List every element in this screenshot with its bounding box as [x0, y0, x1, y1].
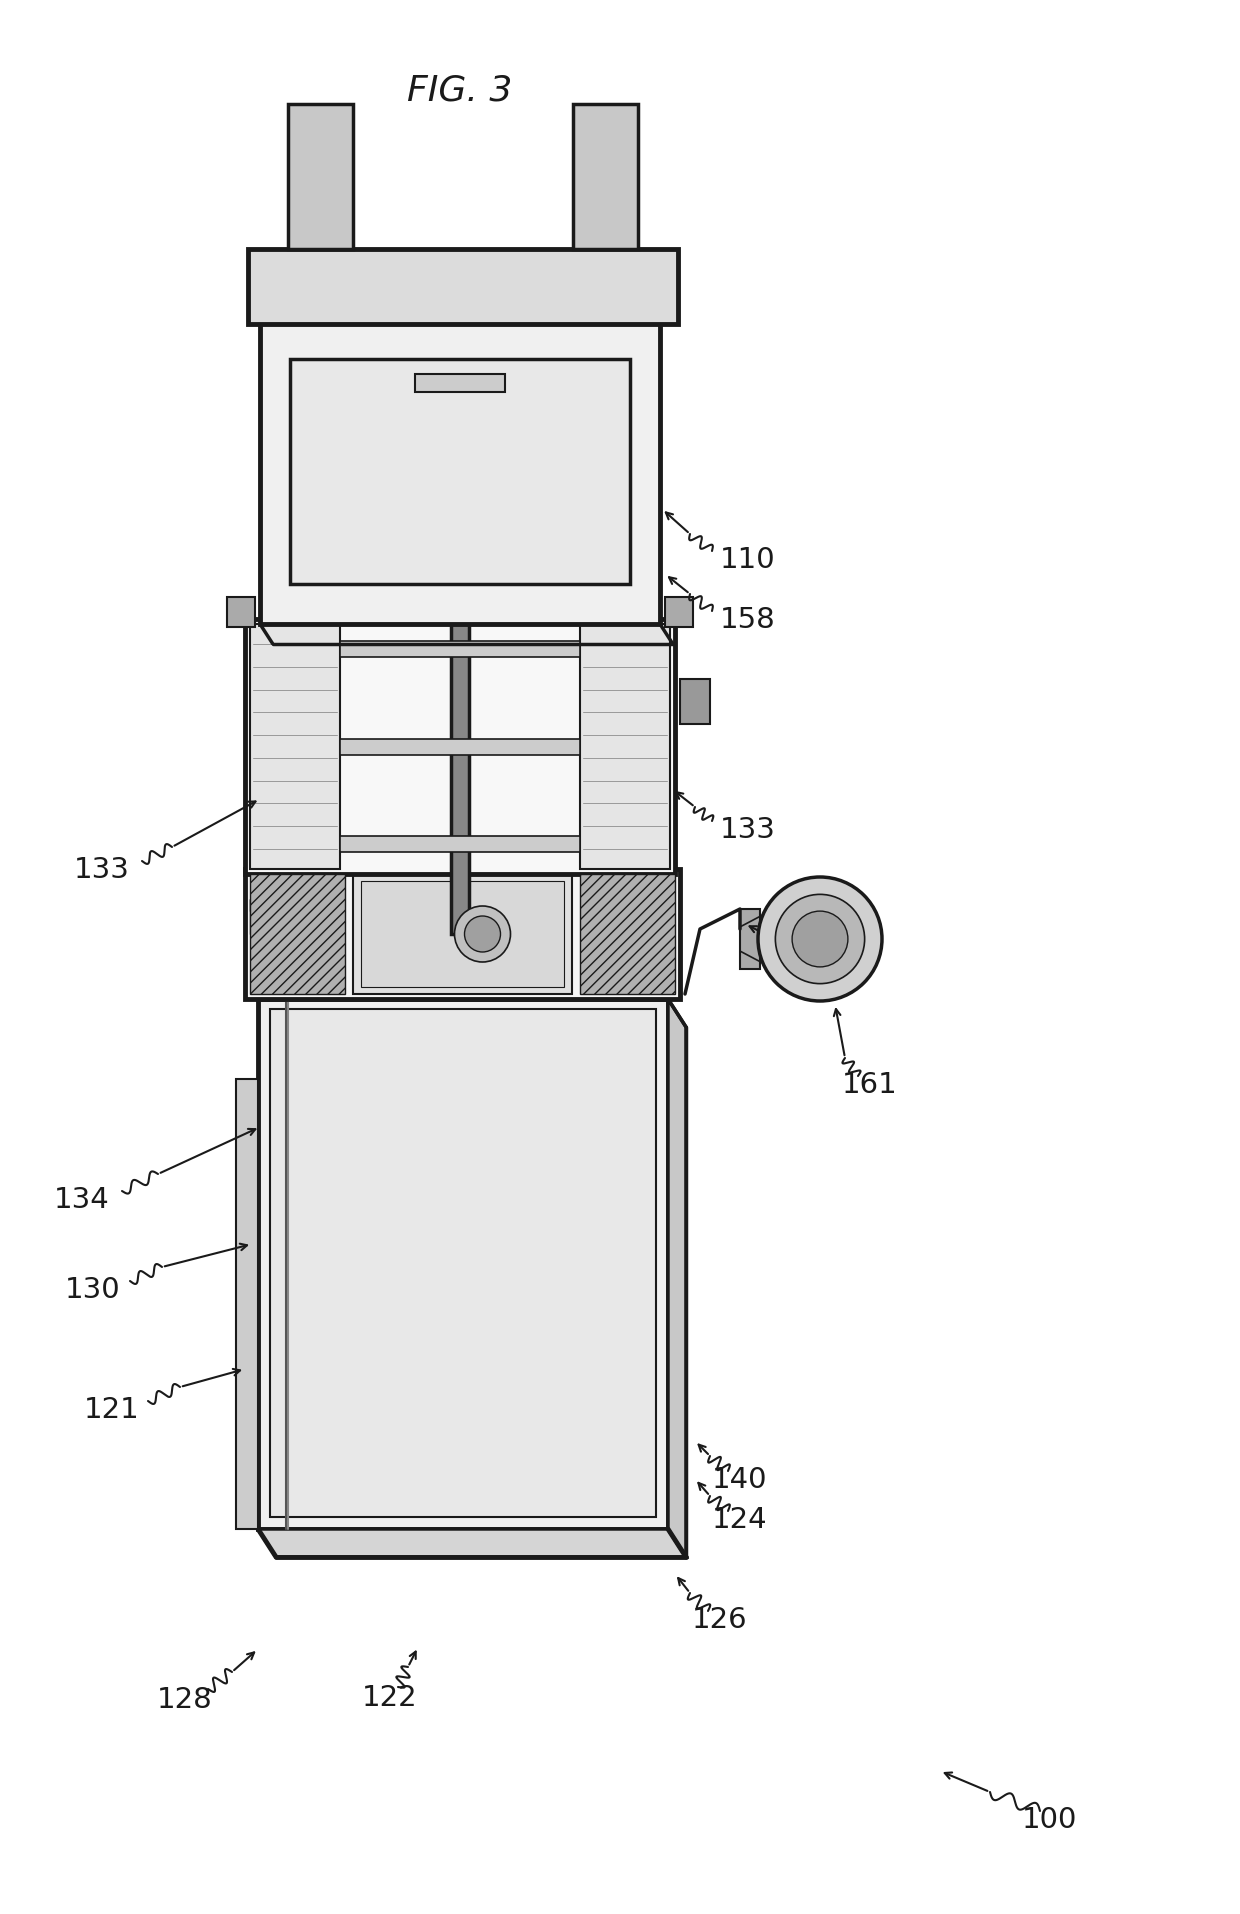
Text: 134: 134	[55, 1185, 110, 1213]
Bar	[340, 836, 580, 852]
Text: 130: 130	[64, 1275, 120, 1303]
Bar	[340, 641, 580, 658]
Bar	[353, 875, 572, 995]
Text: 160: 160	[812, 965, 868, 993]
Bar	[665, 597, 693, 628]
Polygon shape	[668, 999, 686, 1558]
Bar	[340, 739, 580, 756]
Bar	[290, 360, 630, 584]
Polygon shape	[258, 1529, 686, 1558]
Bar	[680, 679, 711, 725]
Bar	[260, 320, 660, 624]
Bar	[250, 624, 340, 869]
Text: 121: 121	[84, 1395, 140, 1424]
Circle shape	[758, 877, 882, 1001]
Text: 133: 133	[720, 815, 776, 844]
Text: 126: 126	[692, 1606, 748, 1633]
Bar	[361, 882, 564, 988]
Text: 110: 110	[720, 545, 776, 574]
Circle shape	[455, 907, 511, 963]
Bar	[288, 105, 353, 251]
Text: 100: 100	[1022, 1805, 1078, 1834]
Bar	[451, 559, 469, 934]
Text: FIG. 3: FIG. 3	[407, 73, 512, 107]
Bar	[248, 251, 678, 325]
Bar	[740, 909, 760, 970]
Text: 124: 124	[712, 1504, 768, 1533]
Circle shape	[465, 917, 501, 953]
Bar	[236, 1079, 258, 1529]
Text: 158: 158	[720, 605, 776, 634]
Bar	[580, 875, 675, 995]
Bar	[250, 900, 262, 934]
Text: 140: 140	[712, 1466, 768, 1493]
Bar	[270, 1009, 656, 1518]
Bar	[250, 900, 262, 911]
Bar	[227, 597, 255, 628]
Text: 161: 161	[842, 1070, 898, 1099]
Circle shape	[775, 896, 864, 984]
Bar	[415, 375, 505, 392]
Text: 133: 133	[74, 856, 130, 884]
Bar	[250, 875, 345, 995]
Text: 122: 122	[362, 1682, 418, 1711]
Bar	[246, 620, 675, 875]
Text: 128: 128	[157, 1684, 213, 1713]
Bar	[573, 105, 639, 251]
Circle shape	[792, 911, 848, 967]
Bar	[580, 624, 670, 869]
Bar	[246, 869, 680, 999]
Bar	[258, 999, 668, 1529]
